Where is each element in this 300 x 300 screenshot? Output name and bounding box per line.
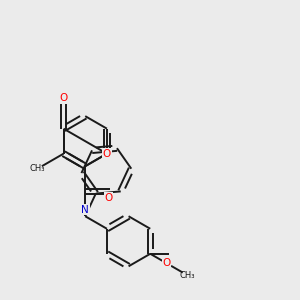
Text: N: N — [81, 205, 89, 215]
Text: O: O — [105, 193, 113, 203]
Text: O: O — [59, 93, 68, 103]
Text: O: O — [162, 258, 171, 268]
Text: CH₃: CH₃ — [29, 164, 45, 173]
Text: CH₃: CH₃ — [180, 271, 195, 280]
Text: O: O — [103, 149, 111, 159]
